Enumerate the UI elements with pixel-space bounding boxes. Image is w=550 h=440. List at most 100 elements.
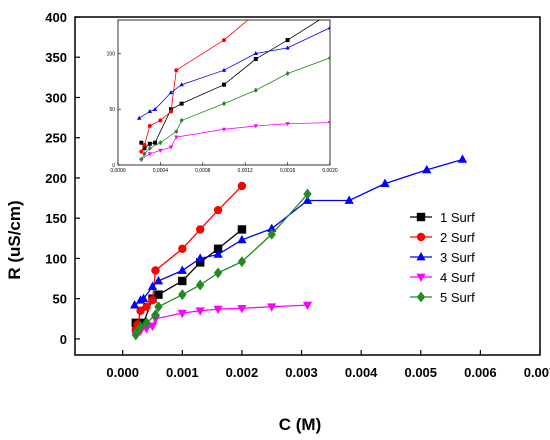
x-tick-label: 0.000 [106, 365, 139, 380]
data-point [129, 300, 140, 309]
x-tick-label: 0.001 [166, 365, 199, 380]
inset-data-point [174, 135, 179, 140]
data-point [131, 329, 141, 341]
data-point [267, 223, 277, 233]
x-tick-label: 0.007 [524, 365, 550, 380]
series-line [135, 304, 308, 336]
data-point [195, 253, 205, 262]
inset-data-point [174, 68, 179, 73]
legend-entry: 5 Surf [410, 290, 475, 305]
inset-data-point [327, 25, 330, 30]
inset-series-3 [137, 25, 330, 120]
inset-data-point [222, 101, 226, 107]
legend-label: 2 Surf [440, 230, 475, 245]
legend-label: 5 Surf [440, 290, 475, 305]
inset-y-tick-label: 100 [107, 51, 116, 57]
x-tick-label: 0.006 [464, 365, 497, 380]
data-point [147, 322, 158, 332]
inset-data-point [253, 57, 258, 62]
plot-frame [74, 16, 541, 356]
inset-data-point [158, 118, 163, 123]
inset-data-point [253, 87, 258, 93]
legend-entry: 1 Surf [410, 210, 475, 225]
inset-data-point [221, 67, 227, 72]
data-point [213, 249, 223, 258]
x-tick-label: 0.003 [285, 365, 318, 380]
data-point [303, 188, 312, 200]
inset-y-tick-label: 0 [112, 163, 115, 169]
inset-data-point [285, 122, 290, 127]
inset-series-line [140, 20, 321, 149]
inset-data-point [179, 117, 184, 123]
inset-data-point [253, 51, 258, 56]
legend-marker [416, 251, 426, 261]
inset-series-1 [139, 20, 321, 151]
inset-data-point [221, 127, 227, 132]
legend-marker [416, 232, 426, 242]
series-5 [131, 188, 312, 341]
inset-data-point [147, 152, 152, 157]
data-point [136, 321, 145, 333]
y-tick-label: 300 [45, 90, 67, 105]
data-point [213, 305, 223, 315]
data-point [344, 195, 354, 204]
inset-data-point [139, 140, 144, 145]
data-point [133, 325, 142, 337]
inset-data-point [168, 145, 174, 150]
data-point [142, 302, 151, 311]
legend: 1 Surf 2 Surf 3 Surf 4 Surf 5 Surf [410, 210, 475, 305]
inset-data-point [142, 146, 147, 151]
data-point [457, 154, 468, 163]
inset-data-point [253, 124, 258, 129]
data-point [151, 309, 160, 321]
y-axis-label: R (uS/cm) [5, 200, 24, 279]
data-point [178, 289, 187, 301]
y-tick-label: 100 [45, 251, 67, 266]
y-tick-label: 400 [45, 10, 67, 25]
inset-data-point [179, 101, 184, 106]
data-point [237, 234, 247, 244]
data-point [422, 164, 432, 174]
legend-label: 3 Surf [440, 250, 475, 265]
inset-data-point [222, 82, 226, 87]
data-point [213, 244, 223, 253]
inset-data-point [169, 109, 173, 114]
data-point [302, 195, 313, 204]
data-point [267, 303, 277, 312]
inset-data-point [285, 45, 290, 50]
inset-series-5 [139, 55, 330, 163]
inset-x-tick-label: 0,0016 [280, 168, 296, 174]
inset-data-point [222, 38, 226, 43]
legend-label: 4 Surf [440, 270, 475, 285]
inset-data-point [152, 106, 158, 111]
data-point [237, 256, 247, 268]
data-point [195, 279, 205, 291]
y-tick-label: 250 [45, 131, 67, 146]
series-3 [129, 154, 468, 309]
inset-data-point [285, 38, 290, 43]
data-point [153, 275, 164, 285]
data-point [177, 265, 187, 274]
inset-data-point [147, 145, 152, 151]
data-point [154, 290, 163, 299]
data-point [237, 304, 247, 314]
inset-data-point [147, 123, 152, 128]
legend-marker [416, 273, 426, 283]
inset-data-point [139, 149, 144, 154]
inset-x-tick-label: 0,0008 [195, 168, 211, 174]
x-tick-label: 0.005 [404, 365, 437, 380]
data-point [147, 281, 158, 290]
y-tick-label: 350 [45, 50, 67, 65]
inset-data-point [328, 55, 330, 61]
inset-series-4 [139, 121, 330, 162]
inset-x-tick-label: 0,0020 [322, 168, 338, 174]
inset-data-point [153, 140, 158, 145]
legend-label: 1 Surf [440, 210, 475, 225]
data-point [237, 225, 247, 234]
inset-data-point [147, 109, 152, 114]
inset-data-point [285, 70, 290, 77]
data-point [178, 276, 187, 286]
inset-data-point [179, 82, 184, 87]
data-point [213, 267, 223, 279]
